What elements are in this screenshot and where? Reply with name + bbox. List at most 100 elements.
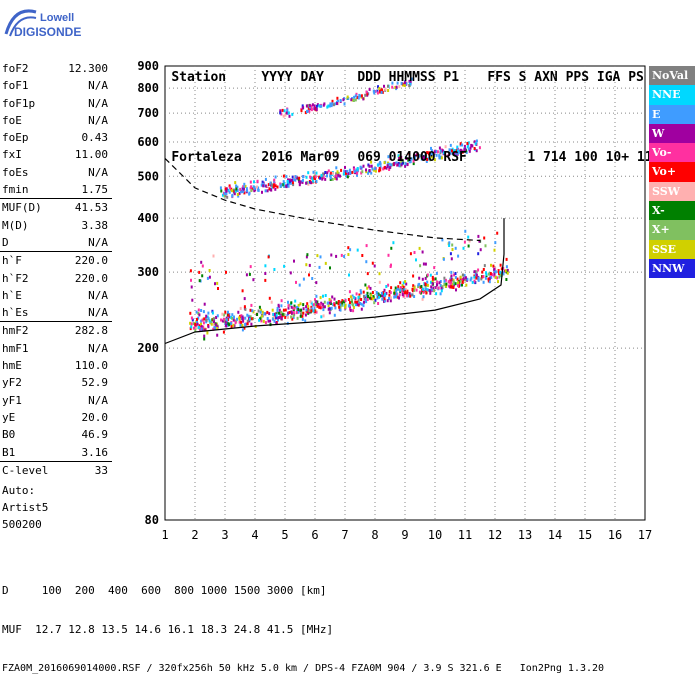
- echo-point: [269, 181, 272, 185]
- echo-point: [376, 296, 379, 300]
- echo-point: [433, 277, 435, 281]
- echo-point: [438, 156, 441, 160]
- echo-point: [269, 319, 272, 323]
- echo-point: [376, 163, 379, 167]
- echo-point: [329, 266, 331, 270]
- echo-point: [396, 295, 399, 299]
- echo-point: [335, 172, 338, 176]
- echo-point: [314, 175, 317, 179]
- echo-point: [333, 313, 336, 317]
- echo-point: [260, 308, 263, 312]
- echo-point: [456, 151, 459, 155]
- echo-point: [450, 257, 453, 261]
- echo-point: [475, 139, 478, 143]
- echo-point: [283, 109, 286, 113]
- echo-point: [473, 270, 476, 274]
- echo-point: [281, 183, 284, 187]
- echo-point: [331, 99, 334, 103]
- echo-point: [236, 317, 238, 321]
- echo-point: [471, 144, 474, 148]
- param-row: foF2 12.300: [0, 60, 112, 77]
- echo-point: [322, 308, 325, 312]
- echo-point: [240, 314, 243, 318]
- echo-point: [308, 181, 311, 184]
- echo-point: [285, 111, 288, 115]
- echo-point: [450, 270, 453, 274]
- param-value: 282.8: [74, 324, 108, 338]
- echo-point: [198, 313, 201, 317]
- echo-point: [221, 312, 224, 316]
- echo-point: [282, 180, 285, 184]
- echo-point: [366, 92, 369, 96]
- echo-point: [210, 322, 213, 326]
- echo-point: [329, 104, 331, 108]
- echo-point: [398, 164, 401, 168]
- echo-point: [307, 104, 310, 108]
- echo-point: [469, 278, 472, 282]
- echo-point: [307, 311, 310, 315]
- echo-point: [327, 304, 330, 308]
- echo-point: [280, 183, 283, 187]
- echo-point: [459, 279, 462, 283]
- echo-point: [347, 253, 350, 256]
- echo-point: [482, 275, 485, 278]
- echo-point: [328, 301, 331, 305]
- echo-point: [400, 289, 403, 293]
- echo-point: [502, 272, 505, 276]
- echo-point: [287, 300, 289, 304]
- echo-point: [505, 257, 508, 261]
- x-tick-label: 15: [578, 528, 592, 542]
- echo-point: [409, 294, 412, 298]
- echo-point: [452, 278, 455, 282]
- param-name: hmF1: [2, 341, 29, 355]
- echo-point: [312, 309, 315, 313]
- echo-point: [454, 272, 457, 275]
- echo-point: [292, 311, 295, 314]
- echo-point: [297, 310, 300, 314]
- echo-point: [326, 301, 329, 305]
- echo-point: [252, 310, 255, 314]
- echo-point: [222, 317, 225, 321]
- echo-point: [379, 90, 382, 94]
- echo-point: [435, 271, 438, 275]
- echo-point: [311, 176, 314, 180]
- echo-point: [259, 310, 262, 314]
- echo-point: [225, 316, 228, 320]
- param-row: h`Es N/A: [0, 304, 112, 321]
- echo-point: [434, 277, 437, 281]
- echo-point: [241, 315, 244, 319]
- param-row: h`E N/A: [0, 287, 112, 304]
- echo-point: [372, 295, 375, 299]
- echo-point: [384, 87, 387, 91]
- echo-point: [313, 107, 316, 111]
- echo-point: [390, 246, 393, 250]
- echo-point: [466, 145, 469, 149]
- echo-point: [231, 313, 234, 317]
- echo-point: [230, 325, 233, 329]
- echo-point: [358, 93, 361, 97]
- echo-point: [330, 171, 333, 175]
- echo-point: [203, 302, 206, 306]
- echo-point: [412, 274, 415, 278]
- echo-point: [424, 154, 427, 158]
- echo-point: [376, 89, 379, 93]
- echo-point: [368, 169, 371, 172]
- echo-point: [261, 190, 263, 194]
- echo-point: [398, 85, 401, 89]
- echo-point: [450, 278, 453, 281]
- echo-point: [189, 269, 192, 273]
- echo-point: [453, 152, 456, 156]
- echo-point: [383, 297, 386, 301]
- echo-point: [393, 295, 396, 299]
- param-name: yE: [2, 410, 16, 424]
- echo-point: [485, 271, 487, 275]
- echo-point: [353, 95, 356, 99]
- echo-point: [356, 167, 359, 171]
- echo-point: [237, 194, 240, 198]
- echo-point: [279, 109, 282, 113]
- echo-point: [247, 314, 250, 318]
- echo-point: [437, 286, 440, 290]
- echo-point: [251, 309, 254, 313]
- echo-point: [194, 328, 197, 332]
- echo-point: [216, 327, 219, 330]
